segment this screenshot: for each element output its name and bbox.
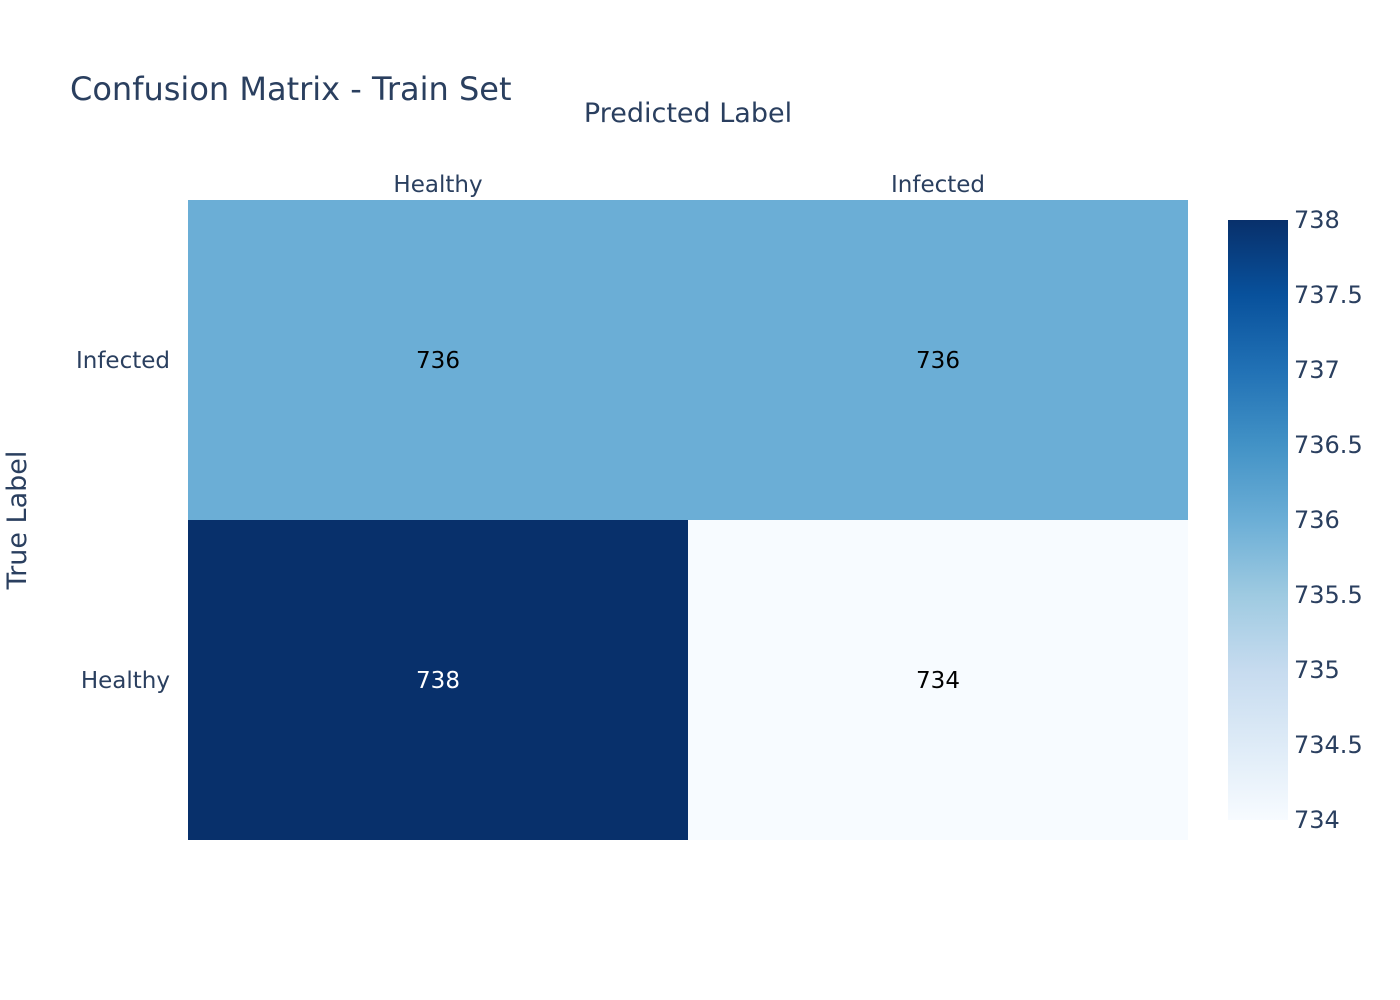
colorbar-tick-label: 734.5	[1294, 731, 1363, 759]
colorbar: 734 734.5 735 735.5 736 736.5 737 737.5 738	[1228, 206, 1363, 834]
cell-value-label: 736	[416, 348, 460, 374]
colorbar-tick-label: 734	[1294, 806, 1340, 834]
x-axis-title: Predicted Label	[584, 98, 792, 129]
colorbar-tick-label: 738	[1294, 206, 1340, 234]
colorbar-tick-label: 737.5	[1294, 281, 1363, 309]
y-tick-label: Healthy	[81, 668, 170, 694]
y-axis-ticks: Healthy Infected	[76, 348, 170, 694]
colorbar-tick-label: 736.5	[1294, 431, 1363, 459]
colorbar-gradient	[1228, 220, 1288, 820]
y-tick-label: Infected	[76, 348, 170, 374]
heatmap-cell	[188, 200, 688, 520]
colorbar-tick-label: 737	[1294, 356, 1340, 384]
colorbar-tick-label: 736	[1294, 506, 1340, 534]
colorbar-tick-label: 735	[1294, 656, 1340, 684]
cell-value-label: 736	[916, 348, 960, 374]
heatmap-cell	[688, 200, 1188, 520]
heatmap-cell-labels: 738 734 736 736	[416, 348, 960, 694]
heatmap-cell	[688, 520, 1188, 840]
chart-title: Confusion Matrix - Train Set	[70, 70, 511, 108]
heatmap-cells	[188, 200, 1188, 840]
x-tick-label: Healthy	[393, 172, 482, 198]
heatmap-cell	[188, 520, 688, 840]
cell-value-label: 734	[916, 668, 960, 694]
y-axis-title: True Label	[2, 451, 33, 591]
colorbar-ticks: 734 734.5 735 735.5 736 736.5 737 737.5 738	[1294, 206, 1363, 834]
cell-value-label: 738	[416, 668, 460, 694]
x-axis-ticks: Healthy Infected	[393, 172, 985, 198]
x-tick-label: Infected	[891, 172, 985, 198]
colorbar-tick-label: 735.5	[1294, 581, 1363, 609]
